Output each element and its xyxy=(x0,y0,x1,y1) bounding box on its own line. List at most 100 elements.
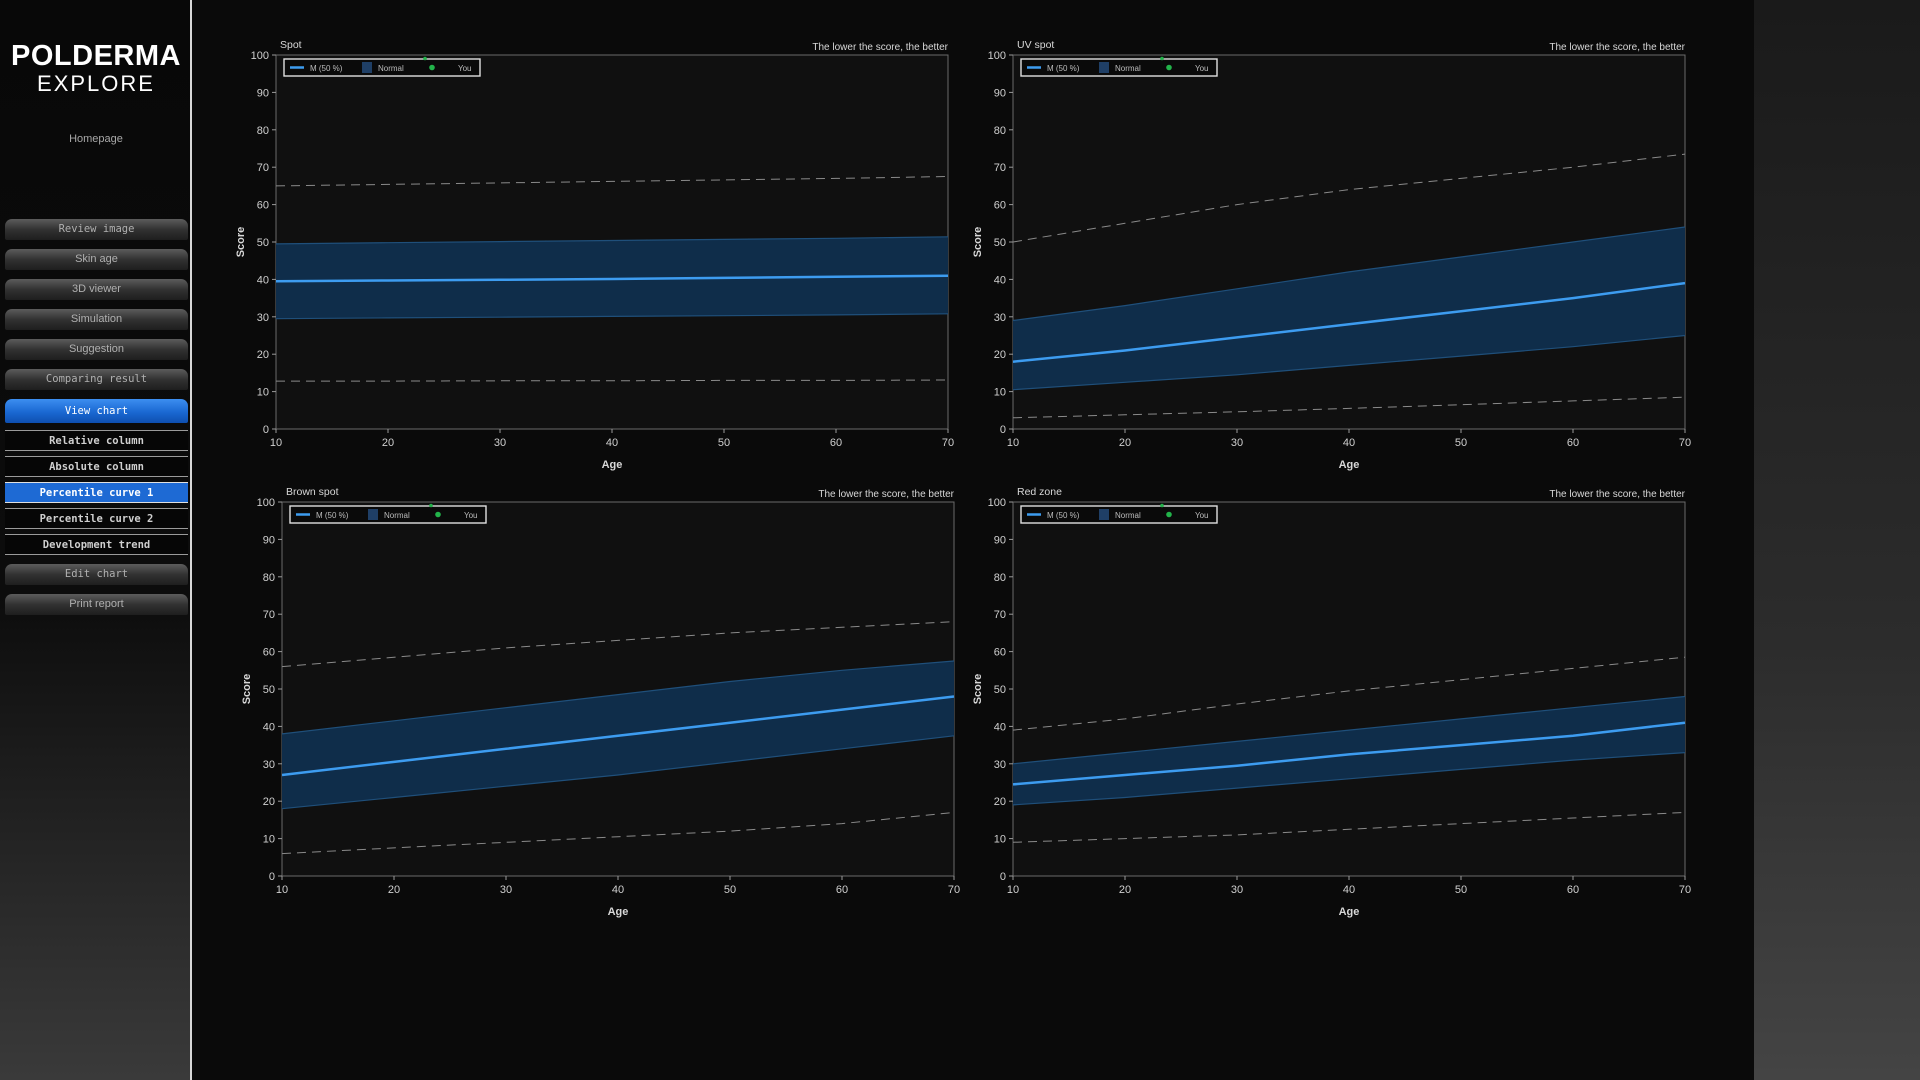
legend-you-marker xyxy=(1166,64,1172,71)
legend-box xyxy=(1020,58,1218,77)
x-axis-label: Age xyxy=(608,906,629,918)
y-tick-label: 50 xyxy=(994,684,1006,696)
percentile-curve-2-button[interactable]: Percentile curve 2 xyxy=(5,508,188,529)
y-tick-label: 100 xyxy=(988,497,1006,509)
y-tick-label: 90 xyxy=(263,534,275,546)
homepage-link[interactable]: Homepage xyxy=(69,133,123,145)
chart-title: Brown spot xyxy=(286,486,339,498)
comparing-result-button[interactable]: Comparing result xyxy=(5,369,188,390)
logo-main-text: POLDERMA xyxy=(11,40,181,72)
sidebar: POLDERMA EXPLORE Homepage Review image S… xyxy=(0,0,192,1080)
simulation-button[interactable]: Simulation xyxy=(5,309,188,330)
x-tick-label: 50 xyxy=(724,884,736,896)
plot-frame xyxy=(1012,501,1686,877)
y-tick-label: 40 xyxy=(257,274,269,286)
legend-box xyxy=(283,58,481,77)
x-tick-label: 10 xyxy=(270,437,282,449)
x-tick-label: 40 xyxy=(606,437,618,449)
x-tick-label: 70 xyxy=(948,884,960,896)
y-tick-label: 80 xyxy=(994,125,1006,137)
normal-band xyxy=(1013,696,1685,805)
y-tick-label: 50 xyxy=(257,237,269,249)
legend-normal-swatch xyxy=(368,509,378,520)
median-line xyxy=(1012,281,1686,363)
x-tick-label: 10 xyxy=(276,884,288,896)
absolute-column-button[interactable]: Absolute column xyxy=(5,456,188,477)
x-tick-label: 70 xyxy=(1679,437,1691,449)
y-tick-label: 30 xyxy=(994,312,1006,324)
legend-normal-label: Normal xyxy=(1115,64,1141,73)
x-tick-label: 20 xyxy=(1119,437,1131,449)
y-tick-label: 20 xyxy=(257,349,269,361)
lower-percentile-line xyxy=(281,811,955,855)
print-report-button[interactable]: Print report xyxy=(5,594,188,615)
legend-you-marker xyxy=(1166,511,1172,518)
y-tick-label: 10 xyxy=(994,387,1006,399)
band-lower-line xyxy=(275,313,949,320)
y-tick-label: 100 xyxy=(257,497,275,509)
y-tick-label: 90 xyxy=(994,87,1006,99)
suggestion-button[interactable]: Suggestion xyxy=(5,339,188,360)
chart-note: The lower the score, the better xyxy=(818,489,954,500)
development-trend-button[interactable]: Development trend xyxy=(5,534,188,555)
y-tick-label: 10 xyxy=(263,834,275,846)
view-chart-button[interactable]: View chart xyxy=(5,399,188,423)
y-tick-label: 80 xyxy=(257,125,269,137)
y-axis-label: Score xyxy=(972,674,984,705)
legend-median-label: M (50 %) xyxy=(1047,64,1080,73)
x-tick-label: 70 xyxy=(1679,884,1691,896)
y-tick-label: 40 xyxy=(263,721,275,733)
x-tick-label: 60 xyxy=(1567,437,1579,449)
legend-normal-swatch xyxy=(1099,509,1109,520)
x-tick-label: 60 xyxy=(836,884,848,896)
y-tick-label: 20 xyxy=(994,349,1006,361)
legend-you-label: You xyxy=(458,64,472,73)
y-axis-label: Score xyxy=(235,227,247,258)
y-tick-label: 20 xyxy=(263,796,275,808)
y-tick-label: 60 xyxy=(994,200,1006,212)
relative-column-button[interactable]: Relative column xyxy=(5,430,188,451)
upper-percentile-line xyxy=(275,176,949,187)
you-indicator-dot xyxy=(423,56,427,61)
x-tick-label: 70 xyxy=(942,437,954,449)
x-tick-label: 20 xyxy=(1119,884,1131,896)
chart-title: Red zone xyxy=(1017,486,1062,498)
y-tick-label: 0 xyxy=(263,424,269,436)
chart-title: Spot xyxy=(280,39,302,51)
x-tick-label: 20 xyxy=(382,437,394,449)
x-tick-label: 20 xyxy=(388,884,400,896)
edit-chart-button[interactable]: Edit chart xyxy=(5,564,188,585)
review-image-button[interactable]: Review image xyxy=(5,219,188,240)
legend-you-label: You xyxy=(464,511,478,520)
band-upper-line xyxy=(1012,226,1686,322)
logo-sub-text: EXPLORE xyxy=(37,71,155,96)
x-tick-label: 60 xyxy=(830,437,842,449)
y-tick-label: 80 xyxy=(263,572,275,584)
x-tick-label: 30 xyxy=(1231,884,1243,896)
y-tick-label: 0 xyxy=(1000,424,1006,436)
x-axis-label: Age xyxy=(602,459,623,471)
right-panel xyxy=(1754,0,1920,1080)
y-tick-label: 50 xyxy=(263,684,275,696)
upper-percentile-line xyxy=(1012,656,1686,731)
3d-viewer-button[interactable]: 3D viewer xyxy=(5,279,188,300)
upper-percentile-line xyxy=(1012,153,1686,243)
skin-age-button[interactable]: Skin age xyxy=(5,249,188,270)
chart-title: UV spot xyxy=(1017,39,1054,51)
x-tick-label: 10 xyxy=(1007,437,1019,449)
legend-median-label: M (50 %) xyxy=(316,511,349,520)
median-line xyxy=(281,695,955,777)
percentile-curve-1-button[interactable]: Percentile curve 1 xyxy=(5,482,188,503)
legend-normal-label: Normal xyxy=(1115,511,1141,520)
legend-box xyxy=(1020,505,1218,524)
lower-percentile-line xyxy=(1012,396,1686,419)
legend-normal-swatch xyxy=(362,62,372,73)
chart-area: 0 10 20 30 40 50 60 70 80 90 100 10 20 30 40 50 60 70 Spot… xyxy=(194,0,1754,1080)
normal-band xyxy=(1013,227,1685,390)
x-tick-label: 60 xyxy=(1567,884,1579,896)
y-tick-label: 90 xyxy=(257,87,269,99)
y-tick-label: 40 xyxy=(994,721,1006,733)
